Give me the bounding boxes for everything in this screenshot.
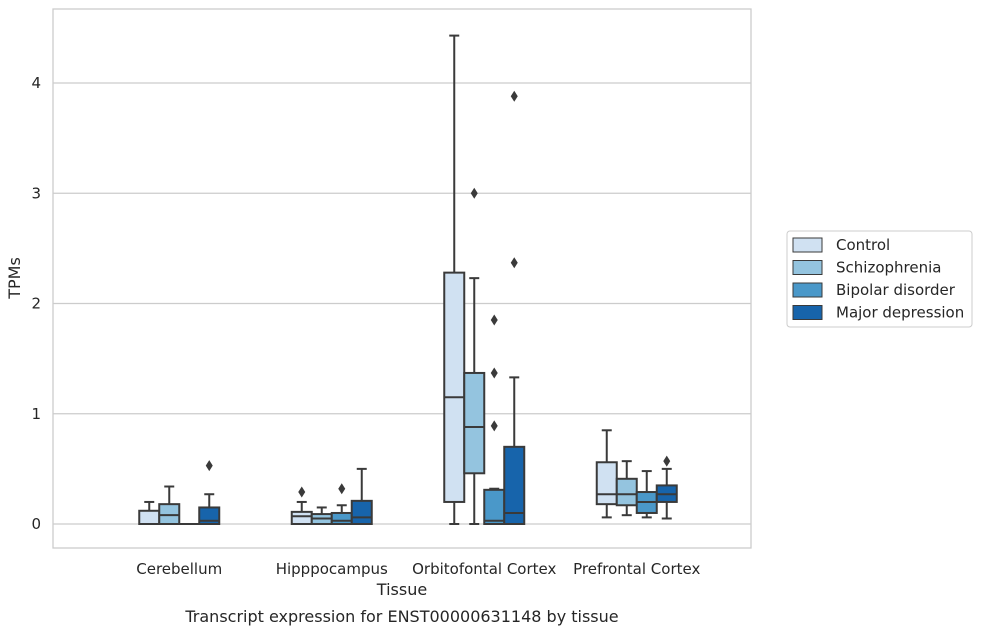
box-group (138, 500, 161, 525)
x-tick-label: Cerebellum (136, 560, 222, 578)
box (503, 445, 526, 526)
x-axis-label: Tissue (376, 580, 427, 599)
x-tick-label: Orbitofontal Cortex (412, 560, 556, 578)
box-group (350, 467, 373, 526)
y-tick-label: 1 (31, 405, 41, 423)
legend-label: Control (836, 236, 890, 254)
box (290, 510, 313, 525)
legend-frame (786, 230, 973, 328)
box-group (595, 429, 618, 519)
outlier-point (338, 483, 346, 495)
grid (53, 82, 751, 525)
outlier-point (205, 460, 213, 472)
legend-label: Schizophrenia (836, 259, 941, 277)
box-group (443, 34, 466, 525)
outlier-point (510, 257, 518, 269)
outlier-point (490, 367, 498, 379)
legend-swatch (792, 260, 823, 275)
y-ticks: 0 1 2 3 4 (31, 74, 41, 533)
outlier-point (663, 455, 671, 467)
legend-label: Bipolar disorder (836, 281, 956, 299)
box-group (483, 314, 506, 526)
legend-swatch (792, 305, 823, 320)
legend-swatch (792, 282, 823, 298)
box (158, 503, 181, 525)
box (463, 371, 486, 475)
box-group (635, 470, 658, 519)
outlier-point (470, 187, 478, 199)
outlier-point (298, 486, 306, 498)
legend: Control Schizophrenia Bipolar disorder Majo… (786, 230, 973, 328)
box-group (463, 187, 486, 525)
outlier-point (510, 90, 518, 102)
box (615, 477, 638, 507)
box (483, 488, 506, 526)
legend-swatch (792, 237, 823, 253)
box-group (310, 506, 333, 526)
outlier-point (490, 314, 498, 326)
legend-label: Major depression (836, 304, 964, 322)
box (443, 271, 466, 503)
y-tick-label: 0 (31, 515, 41, 533)
box (350, 499, 373, 526)
box-group (330, 483, 353, 525)
box (595, 461, 618, 506)
box (138, 509, 161, 525)
box-group (158, 485, 181, 525)
boxes (138, 34, 678, 526)
box-group (503, 90, 526, 526)
x-tick-label: Prefrontal Cortex (573, 560, 700, 578)
x-tick-label: Hipppocampus (276, 560, 388, 578)
y-tick-label: 2 (31, 295, 41, 313)
box-group (615, 460, 638, 517)
box-group (198, 460, 221, 525)
box-group (290, 486, 313, 525)
chart-caption: Transcript expression for ENST0000063114… (184, 607, 618, 626)
x-ticks: Cerebellum Hipppocampus Orbitofontal Corte… (136, 560, 700, 578)
y-tick-label: 4 (31, 74, 41, 92)
plot-area (52, 8, 752, 549)
y-tick-label: 3 (31, 184, 41, 202)
box (330, 511, 353, 525)
box-group (655, 455, 678, 520)
y-axis-label: TPMs (5, 257, 24, 300)
outlier-point (490, 420, 498, 432)
